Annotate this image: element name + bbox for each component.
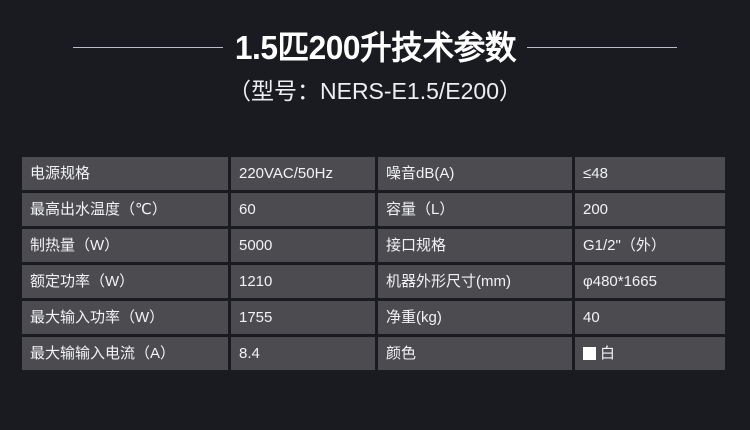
spec-label: 制热量（W）	[22, 229, 228, 262]
spec-label: 净重(kg)	[378, 301, 572, 334]
spec-label: 最高出水温度（℃）	[22, 193, 228, 226]
spec-value: ≤48	[575, 157, 725, 190]
title-row: 1.5匹200升技术参数	[0, 23, 750, 71]
page-title: 1.5匹200升技术参数	[234, 28, 516, 66]
spec-value: φ480*1665	[575, 265, 725, 298]
table-row: 电源规格 220VAC/50Hz 噪音dB(A) ≤48	[22, 157, 728, 190]
table-row: 最高出水温度（℃） 60 容量（L） 200	[22, 193, 728, 226]
spec-value-color: 白	[575, 337, 725, 370]
spec-value: 1755	[231, 301, 375, 334]
table-row: 额定功率（W） 1210 机器外形尺寸(mm) φ480*1665	[22, 265, 728, 298]
spec-value: G1/2"（外）	[575, 229, 725, 262]
title-rule-left	[72, 46, 223, 48]
page-header: 1.5匹200升技术参数 （型号：NERS-E1.5/E200）	[0, 0, 750, 135]
spec-label: 容量（L）	[378, 193, 572, 226]
spec-value: 200	[575, 193, 725, 226]
table-row: 制热量（W） 5000 接口规格 G1/2"（外）	[22, 229, 728, 262]
spec-value: 220VAC/50Hz	[231, 157, 375, 190]
spec-value: 5000	[231, 229, 375, 262]
spec-value: 60	[231, 193, 375, 226]
table-row: 最大输输入电流（A） 8.4 颜色 白	[22, 337, 728, 370]
spec-table: 电源规格 220VAC/50Hz 噪音dB(A) ≤48 最高出水温度（℃） 6…	[22, 157, 728, 370]
spec-value: 8.4	[231, 337, 375, 370]
table-row: 最大输入功率（W） 1755 净重(kg) 40	[22, 301, 728, 334]
spec-value: 1210	[231, 265, 375, 298]
spec-label: 机器外形尺寸(mm)	[378, 265, 572, 298]
color-swatch-white	[583, 347, 596, 360]
spec-label: 电源规格	[22, 157, 228, 190]
spec-value: 40	[575, 301, 725, 334]
spec-label: 噪音dB(A)	[378, 157, 572, 190]
spec-label: 额定功率（W）	[22, 265, 228, 298]
page-subtitle-model: （型号：NERS-E1.5/E200）	[228, 78, 522, 104]
spec-label: 接口规格	[378, 229, 572, 262]
spec-label: 最大输入功率（W）	[22, 301, 228, 334]
title-rule-right	[527, 46, 678, 48]
spec-label: 颜色	[378, 337, 572, 370]
color-name: 白	[600, 345, 616, 362]
spec-label: 最大输输入电流（A）	[22, 337, 228, 370]
